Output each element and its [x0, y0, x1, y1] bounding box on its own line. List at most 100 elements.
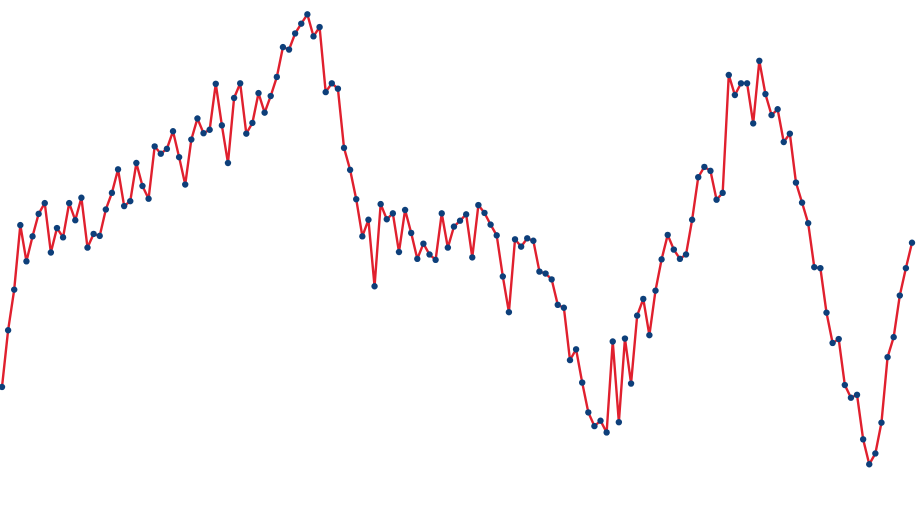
data-point: [908, 239, 916, 246]
data-point: [554, 301, 561, 309]
data-point: [640, 295, 647, 303]
data-point: [481, 209, 488, 217]
data-point-layer: [0, 11, 916, 468]
data-point: [0, 383, 6, 391]
data-point: [475, 201, 482, 209]
data-point: [4, 327, 12, 334]
data-point: [359, 233, 366, 240]
data-point: [395, 248, 403, 256]
data-point: [444, 244, 452, 251]
data-point: [84, 244, 91, 251]
data-point: [236, 80, 244, 87]
data-point: [120, 202, 128, 210]
data-point: [224, 159, 232, 167]
data-point: [17, 221, 24, 229]
data-point: [804, 219, 812, 227]
data-point: [310, 33, 317, 40]
data-point: [682, 251, 690, 258]
data-point: [487, 221, 494, 228]
data-point: [11, 286, 18, 293]
data-point: [340, 144, 348, 152]
data-point: [298, 20, 305, 27]
data-point: [505, 308, 513, 316]
data-point: [548, 276, 555, 283]
data-point: [579, 379, 586, 386]
data-point: [664, 231, 671, 239]
data-point: [853, 391, 861, 398]
data-point: [90, 230, 97, 238]
data-point: [249, 119, 256, 127]
data-point: [261, 109, 268, 116]
data-point: [145, 195, 152, 202]
data-point: [688, 216, 696, 223]
data-point: [371, 283, 378, 290]
data-point: [524, 235, 531, 242]
series-line-layer: [0, 13, 914, 466]
data-point: [585, 409, 592, 416]
data-point: [200, 129, 207, 137]
data-point: [72, 217, 79, 224]
data-point: [896, 292, 903, 299]
data-point: [65, 199, 73, 207]
data-point: [255, 89, 262, 97]
data-point: [890, 333, 897, 341]
data-point: [78, 194, 85, 201]
data-point: [133, 159, 140, 167]
data-point: [652, 287, 659, 294]
data-point: [279, 43, 287, 51]
data-point: [627, 380, 635, 387]
data-point: [817, 264, 824, 272]
data-point: [756, 57, 763, 65]
data-point: [59, 234, 67, 241]
data-point: [316, 23, 323, 31]
data-point: [353, 196, 360, 203]
data-point: [432, 256, 439, 264]
data-point: [658, 256, 665, 263]
data-point: [597, 417, 604, 424]
data-point: [841, 381, 849, 389]
data-point: [878, 419, 885, 426]
data-point: [426, 251, 433, 258]
data-point: [786, 130, 794, 137]
data-point: [517, 243, 525, 250]
data-point: [774, 106, 781, 113]
data-point: [609, 338, 616, 345]
data-point: [536, 268, 543, 275]
data-point: [866, 461, 873, 468]
data-point: [243, 130, 250, 137]
data-point: [530, 237, 537, 244]
data-point: [621, 335, 629, 342]
data-point: [194, 115, 201, 122]
data-point: [615, 418, 623, 426]
data-point: [127, 197, 134, 205]
data-point: [285, 46, 293, 53]
series-line: [0, 13, 914, 466]
data-point: [438, 210, 445, 217]
data-point: [322, 88, 329, 96]
data-point: [206, 126, 213, 133]
data-point: [334, 85, 342, 92]
data-point: [676, 255, 684, 263]
data-point: [163, 145, 171, 153]
data-point: [499, 273, 507, 280]
data-point: [750, 120, 757, 127]
data-point: [462, 211, 470, 218]
data-point: [719, 189, 726, 197]
data-point: [114, 166, 122, 173]
data-point: [420, 240, 427, 247]
data-point: [670, 246, 678, 253]
data-point: [383, 216, 390, 223]
data-point: [811, 263, 818, 271]
data-point: [731, 91, 739, 99]
data-point: [884, 353, 891, 361]
data-point: [872, 450, 879, 457]
data-point: [96, 232, 103, 240]
data-point: [35, 210, 42, 218]
data-point: [151, 143, 158, 150]
data-point: [401, 206, 409, 214]
data-point: [768, 111, 775, 119]
data-point: [389, 210, 397, 217]
data-point: [707, 167, 714, 175]
data-point: [182, 181, 189, 188]
